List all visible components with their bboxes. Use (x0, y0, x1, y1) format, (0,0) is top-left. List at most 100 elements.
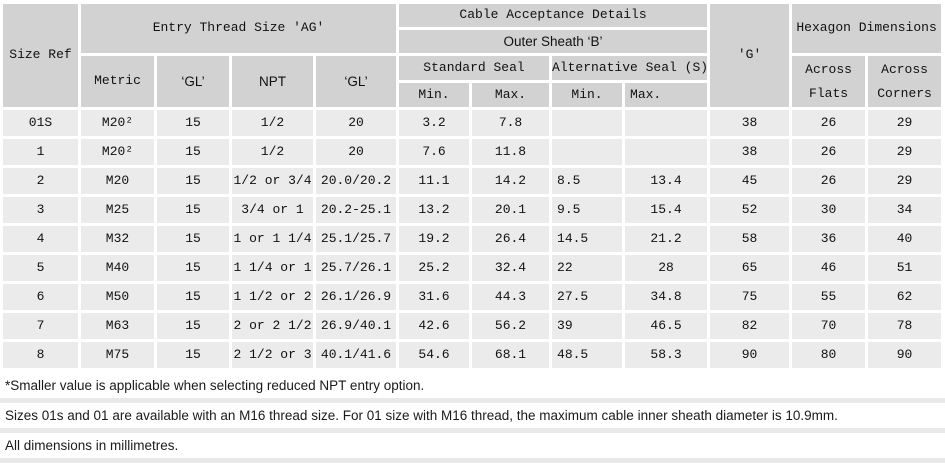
table-cell: 1 (3, 139, 78, 165)
table-cell: 15 (157, 226, 229, 252)
table-row: 3 M25 15 3/4 or 1 20.2-25.1 13.2 20.1 9.… (3, 197, 942, 223)
table-cell: 1 or 1 1/4 (232, 226, 313, 252)
table-cell: 6 (3, 284, 78, 310)
table-cell (625, 139, 708, 165)
table-cell: 14.2 (472, 168, 550, 194)
table-row: 7 M63 15 2 or 2 1/2 26.9/40.1 42.6 56.2 … (3, 313, 942, 339)
col-header-metric: Metric (81, 56, 154, 107)
table-row: 1 M20² 15 1/2 20 7.6 11.8 38 26 29 (3, 139, 942, 165)
table-cell: 1/2 (232, 139, 313, 165)
table-cell: 58.3 (625, 342, 708, 368)
table-cell: 2 (3, 168, 78, 194)
table-cell: 45 (710, 168, 790, 194)
table-cell: 42.6 (399, 313, 470, 339)
table-cell: 52 (710, 197, 790, 223)
table-cell: 62 (868, 284, 942, 310)
col-header-gl-metric: ‘GL’ (157, 56, 229, 107)
table-cell: 20.2-25.1 (316, 197, 397, 223)
table-cell: 8 (3, 342, 78, 368)
table-row: 2 M20 15 1/2 or 3/4 20.0/20.2 11.1 14.2 … (3, 168, 942, 194)
table-cell: 80 (792, 342, 866, 368)
table-cell: M63 (81, 313, 154, 339)
table-row: 4 M32 15 1 or 1 1/4 25.1/25.7 19.2 26.4 … (3, 226, 942, 252)
table-cell: M40 (81, 255, 154, 281)
col-header-npt: NPT (232, 56, 313, 107)
table-cell: 15 (157, 284, 229, 310)
table-cell: 1/2 (232, 110, 313, 136)
table-cell: 38 (710, 110, 790, 136)
table-cell: 5 (3, 255, 78, 281)
table-cell: 2 or 2 1/2 (232, 313, 313, 339)
table-cell: 90 (868, 342, 942, 368)
table-cell: 20.0/20.2 (316, 168, 397, 194)
table-cell: 15 (157, 110, 229, 136)
table-cell: 31.6 (399, 284, 470, 310)
header-row-2: Outer Sheath ‘B’ (3, 30, 941, 53)
table-cell: M20² (81, 110, 154, 136)
col-header-outer-sheath: Outer Sheath ‘B’ (399, 30, 708, 53)
col-header-hexagon-dimensions: Hexagon Dimensions (792, 4, 942, 53)
footnote-divider (0, 398, 945, 403)
table-cell: 39 (552, 313, 623, 339)
table-cell: M25 (81, 197, 154, 223)
col-header-gl-npt: ‘GL’ (316, 56, 397, 107)
col-header-g: 'G' (710, 4, 790, 107)
table-cell: 15 (157, 313, 229, 339)
table-cell (625, 110, 708, 136)
table-cell: 2 1/2 or 3 (232, 342, 313, 368)
table-cell: 3/4 or 1 (232, 197, 313, 223)
table-cell: 82 (710, 313, 790, 339)
col-header-size-ref: Size Ref (3, 4, 78, 107)
footnotes: *Smaller value is applicable when select… (0, 373, 945, 463)
table-cell: 54.6 (399, 342, 470, 368)
table-row: 5 M40 15 1 1/4 or 1 25.7/26.1 25.2 32.4 … (3, 255, 942, 281)
table-cell: 70 (792, 313, 866, 339)
col-header-alt-max: Max. (625, 83, 708, 107)
table-cell: 26.1/26.9 (316, 284, 397, 310)
table-row: 6 M50 15 1 1/2 or 2 26.1/26.9 31.6 44.3 … (3, 284, 942, 310)
table-cell: 26.9/40.1 (316, 313, 397, 339)
col-header-std-min: Min. (399, 83, 470, 107)
table-cell: 48.5 (552, 342, 623, 368)
table-cell (552, 139, 623, 165)
table-row: 01S M20² 15 1/2 20 3.2 7.8 38 26 29 (3, 110, 942, 136)
table-cell: 40.1/41.6 (316, 342, 397, 368)
table-cell: 26 (792, 139, 866, 165)
table-cell: 26 (792, 110, 866, 136)
col-header-across-flats: Across Flats (792, 56, 866, 107)
table-cell: M50 (81, 284, 154, 310)
table-cell: 11.1 (399, 168, 470, 194)
table-cell: 1 1/4 or 1 (232, 255, 313, 281)
table-cell: 11.8 (472, 139, 550, 165)
table-cell: 28 (625, 255, 708, 281)
table-cell: 26.4 (472, 226, 550, 252)
table-cell (552, 110, 623, 136)
col-header-alt-min: Min. (552, 83, 623, 107)
table-cell: 34 (868, 197, 942, 223)
header-row-4: Min. Max. Min. Max. (3, 83, 941, 107)
col-header-std-max: Max. (472, 83, 550, 107)
table-cell: 15 (157, 255, 229, 281)
table-cell: 21.2 (625, 226, 708, 252)
table-cell: 56.2 (472, 313, 550, 339)
table-cell: 15 (157, 139, 229, 165)
table-cell: 40 (868, 226, 942, 252)
table-cell: M32 (81, 226, 154, 252)
table-cell: 9.5 (552, 197, 623, 223)
footnote: *Smaller value is applicable when select… (0, 373, 945, 398)
table-cell: 29 (868, 110, 942, 136)
table-cell: 30 (792, 197, 866, 223)
table-cell: 1/2 or 3/4 (232, 168, 313, 194)
table-cell: 32.4 (472, 255, 550, 281)
table-cell: 58 (710, 226, 790, 252)
table-cell: 7.6 (399, 139, 470, 165)
table-cell: 3 (3, 197, 78, 223)
header-row-3: Metric ‘GL’ NPT ‘GL’ Standard Seal Alter… (3, 56, 942, 107)
table-cell: 20 (316, 110, 397, 136)
cable-gland-spec-table: Size Ref Entry Thread Size 'AG' Cable Ac… (0, 1, 944, 371)
table-cell: 78 (868, 313, 942, 339)
table-cell: M75 (81, 342, 154, 368)
table-cell: 4 (3, 226, 78, 252)
col-header-across-corners: Across Corners (868, 56, 942, 107)
